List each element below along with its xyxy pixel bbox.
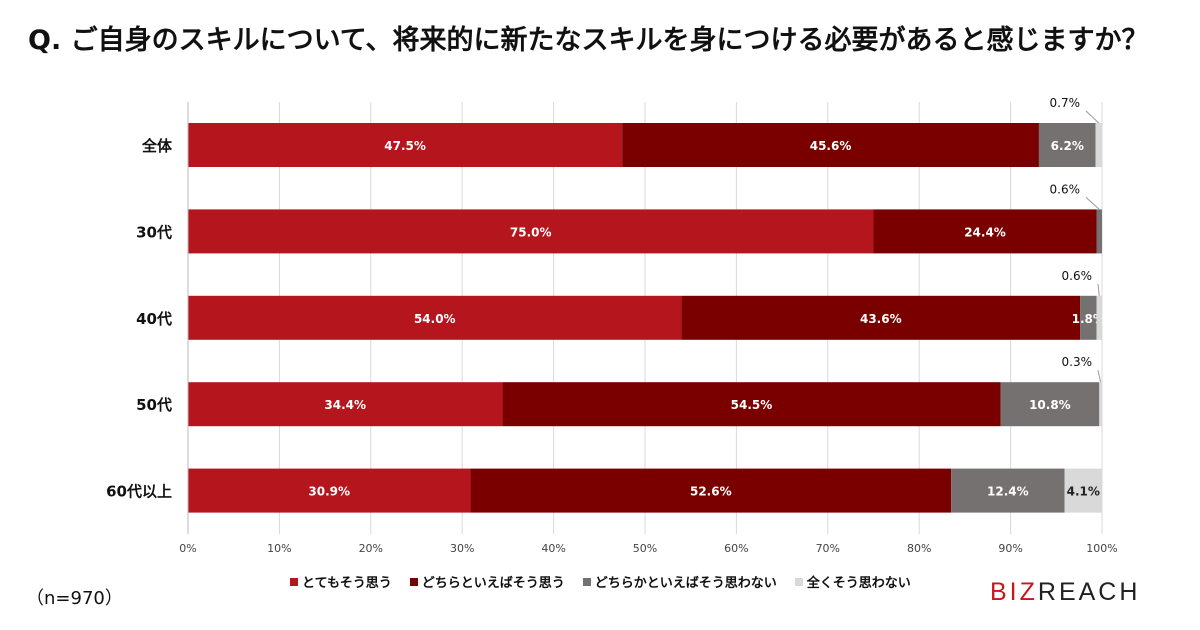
category-label: 40代 bbox=[136, 310, 172, 328]
legend-label: どちらといえばそう思う bbox=[421, 576, 565, 591]
data-label: 0.6% bbox=[1050, 182, 1081, 196]
x-tick-label: 20% bbox=[359, 542, 383, 555]
bar-segment bbox=[873, 209, 1097, 254]
data-label: 10.8% bbox=[1029, 398, 1071, 412]
bar-segment bbox=[188, 123, 623, 167]
leader-line bbox=[1085, 197, 1100, 210]
x-tick-label: 30% bbox=[450, 542, 474, 555]
x-tick-label: 90% bbox=[998, 542, 1022, 555]
x-tick-label: 50% bbox=[633, 542, 657, 555]
legend-label: とてもそう思う bbox=[302, 576, 392, 591]
x-tick-label: 60% bbox=[724, 542, 748, 555]
legend-swatch bbox=[409, 577, 418, 586]
bar-segment bbox=[1095, 123, 1102, 167]
legend-swatch bbox=[290, 577, 298, 586]
category-label: 50代 bbox=[136, 396, 172, 414]
x-tick-label: 10% bbox=[267, 542, 291, 555]
x-tick-label: 70% bbox=[816, 542, 840, 555]
data-label: 54.0% bbox=[414, 312, 456, 326]
bar-segment bbox=[622, 123, 1039, 167]
data-label: 45.6% bbox=[810, 139, 852, 153]
leader-line bbox=[1097, 283, 1100, 296]
x-tick-label: 80% bbox=[907, 542, 931, 555]
x-tick-label: 40% bbox=[541, 542, 565, 555]
x-tick-label: 0% bbox=[179, 542, 196, 555]
bar-segment bbox=[1080, 295, 1097, 340]
category-label: 60代以上 bbox=[106, 483, 172, 501]
data-label: 54.5% bbox=[731, 398, 773, 412]
bar-segment bbox=[188, 468, 471, 513]
data-label: 4.1% bbox=[1067, 485, 1100, 499]
data-label: 0.3% bbox=[1062, 355, 1093, 369]
bar-segment bbox=[1096, 209, 1102, 254]
data-label: 52.6% bbox=[690, 485, 732, 499]
bar-segment bbox=[470, 468, 952, 513]
x-tick-label: 100% bbox=[1086, 542, 1117, 555]
legend-swatch bbox=[794, 577, 803, 586]
category-label: 30代 bbox=[136, 223, 172, 241]
data-label: 75.0% bbox=[510, 225, 552, 239]
data-label: 0.7% bbox=[1050, 96, 1081, 110]
leader-line bbox=[1085, 110, 1100, 124]
bar-segment bbox=[951, 468, 1065, 513]
chart-title: Q. ご自身のスキルについて、将来的に新たなスキルを身につける必要があると感じま… bbox=[28, 25, 1149, 56]
bar-segment bbox=[188, 382, 503, 427]
data-label: 47.5% bbox=[384, 139, 426, 153]
leader-line bbox=[1097, 370, 1102, 383]
bar-segment bbox=[1064, 468, 1102, 513]
bar-segment bbox=[1099, 382, 1102, 427]
data-label: 34.4% bbox=[324, 398, 366, 412]
legend-item: 全くそう思わない bbox=[794, 572, 911, 591]
bar-segment bbox=[188, 209, 874, 254]
data-label: 12.4% bbox=[987, 485, 1029, 499]
data-label: 43.6% bbox=[860, 312, 902, 326]
bar-segment bbox=[681, 295, 1081, 340]
bar-segment bbox=[502, 382, 1001, 427]
legend-label: どちらかといえばそう思わない bbox=[594, 576, 777, 591]
legend-label: 全くそう思わない bbox=[806, 576, 911, 591]
legend-item: どちらかといえばそう思わない bbox=[582, 572, 777, 591]
bar-segment bbox=[1096, 295, 1102, 340]
legend-item: とてもそう思う bbox=[290, 572, 392, 591]
bar-segment bbox=[188, 295, 682, 340]
data-label: 24.4% bbox=[964, 225, 1006, 239]
bizreach-logo: BIZREACH bbox=[990, 578, 1141, 606]
legend-item: どちらといえばそう思う bbox=[409, 572, 565, 591]
data-label: 30.9% bbox=[308, 485, 350, 499]
category-label: 全体 bbox=[141, 137, 173, 155]
data-label: 6.2% bbox=[1051, 139, 1084, 153]
bar-segment bbox=[1038, 123, 1096, 167]
legend: とてもそう思う どちらといえばそう思う どちらかといえばそう思わない 全くそう思わない bbox=[290, 572, 911, 591]
sample-size-note: （n=970） bbox=[26, 588, 123, 609]
bar-segment bbox=[1000, 382, 1100, 427]
legend-swatch bbox=[582, 577, 591, 586]
data-label: 0.6% bbox=[1062, 269, 1093, 283]
